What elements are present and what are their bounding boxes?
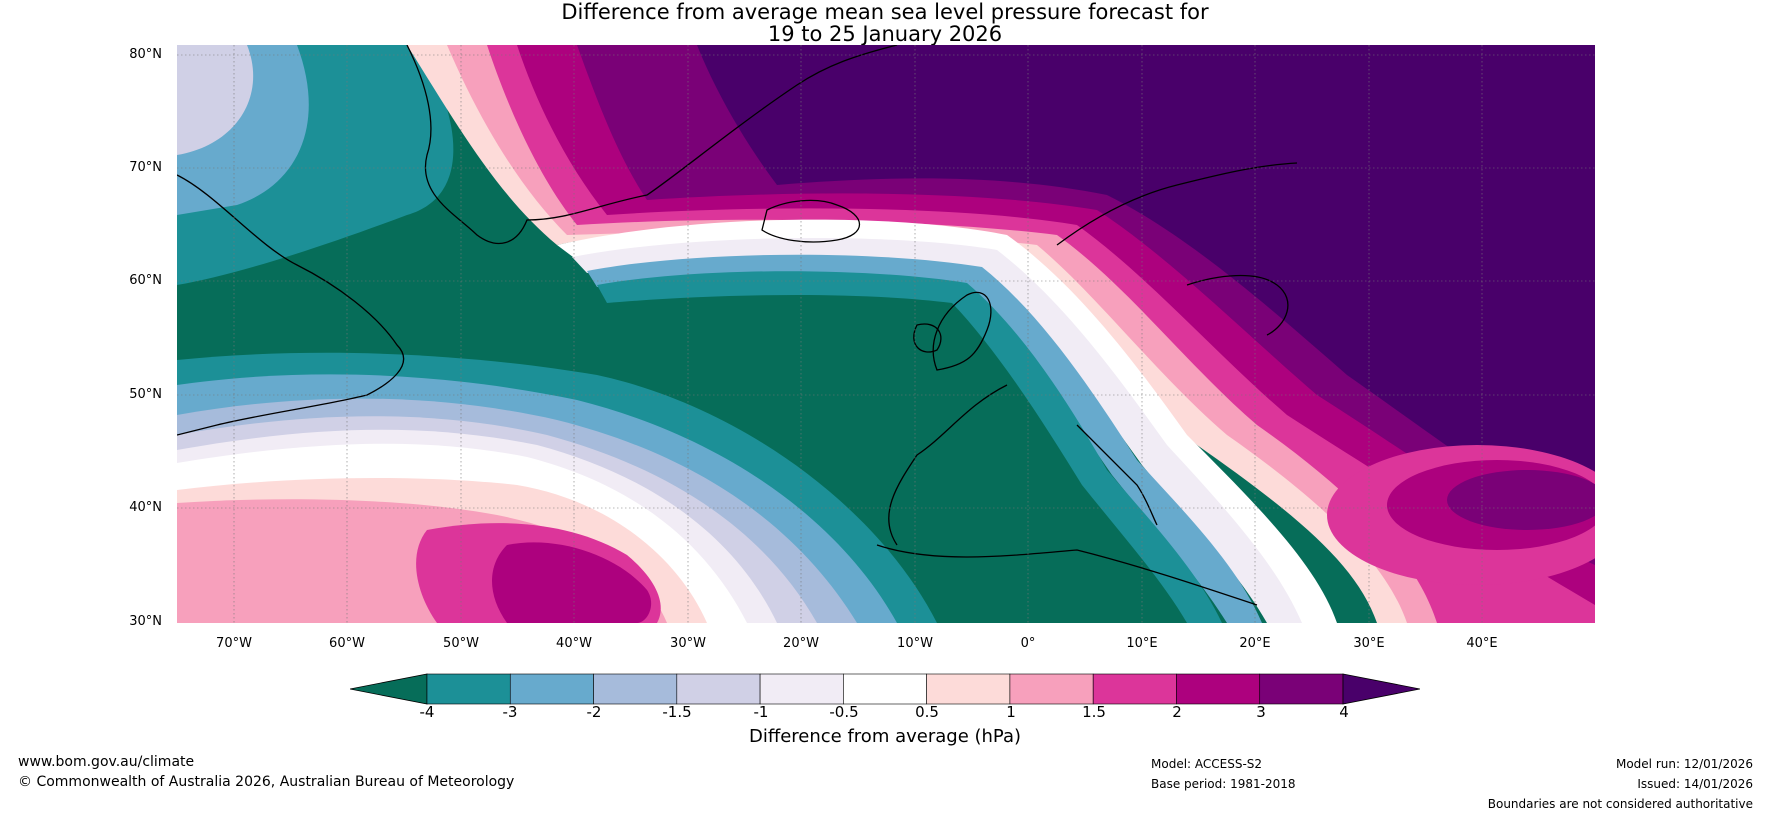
colorbar-extend-low [350, 673, 428, 705]
colorbar-extend-high [1342, 673, 1420, 705]
coastline-baltic [1186, 274, 1289, 336]
colorbar-segment [759, 673, 844, 705]
pressure-anomaly-map [177, 45, 1595, 623]
colorbar-tick: -3 [502, 703, 518, 721]
lon-label-70w: 70°W [216, 636, 252, 651]
anomaly-band-n05-ring [572, 238, 1302, 623]
lat-label-80n: 80°N [129, 47, 162, 62]
lon-label-40e: 40°E [1466, 636, 1498, 651]
copyright-text: © Commonwealth of Australia 2026, Austra… [18, 774, 515, 790]
colorbar-tick: -2 [586, 703, 602, 721]
colorbar-tick: -4 [419, 703, 435, 721]
model-run-date: Model run: 12/01/2026 [1615, 757, 1753, 771]
colorbar-segment [509, 673, 594, 705]
map-subtitle-dates: 19 to 25 January 2026 [767, 22, 1003, 46]
website-link[interactable]: www.bom.gov.au/climate [18, 754, 195, 770]
lon-label-0: 0° [1020, 636, 1036, 651]
colorbar-segment [426, 673, 511, 705]
colorbar-segment [926, 673, 1011, 705]
graticule [177, 45, 1595, 623]
map-title: Difference from average mean sea level p… [561, 0, 1209, 24]
coastline-iceland [761, 199, 861, 243]
boundaries-disclaimer: Boundaries are not considered authoritat… [1487, 797, 1753, 811]
coastline-uk [932, 291, 992, 371]
issued-date: Issued: 14/01/2026 [1637, 777, 1753, 791]
lat-label-60n: 60°N [129, 273, 162, 288]
anomaly-band-p2-south [492, 542, 652, 623]
model-name: Model: ACCESS-S2 [1151, 757, 1263, 771]
colorbar-tick: -0.5 [829, 703, 859, 721]
colorbar-tick: 2 [1172, 703, 1182, 721]
lon-label-50w: 50°W [443, 636, 479, 651]
anomaly-blob-aegean-peak [1447, 470, 1595, 530]
map-canvas [177, 45, 1595, 623]
lat-label-30n: 30°N [129, 614, 162, 629]
anomaly-band-p4 [697, 45, 1595, 535]
coastline-greenland [406, 45, 898, 244]
lon-label-10e: 10°E [1126, 636, 1158, 651]
colorbar-tick: -1 [753, 703, 769, 721]
lon-label-20w: 20°W [783, 636, 819, 651]
lon-label-40w: 40°W [556, 636, 592, 651]
coastline-ireland [913, 323, 942, 353]
coastline-labrador [177, 174, 405, 436]
coastline-north-africa [876, 544, 1258, 606]
lon-label-30e: 30°E [1353, 636, 1385, 651]
coastline-europe-west [888, 384, 1008, 546]
lon-label-20e: 20°E [1239, 636, 1271, 651]
colorbar-label: Difference from average (hPa) [748, 726, 1022, 747]
lon-label-30w: 30°W [670, 636, 706, 651]
lon-label-10w: 10°W [897, 636, 933, 651]
lat-label-40n: 40°N [129, 500, 162, 515]
colorbar-tick: 1 [1006, 703, 1016, 721]
colorbar-segment [1092, 673, 1177, 705]
colorbar-tick: 0.5 [915, 703, 939, 721]
colorbar-segment [593, 673, 678, 705]
colorbar [350, 673, 1420, 705]
colorbar-segment [676, 673, 761, 705]
coastline-italy [1076, 424, 1158, 526]
lat-label-70n: 70°N [129, 160, 162, 175]
coastline-norway [1056, 162, 1298, 246]
colorbar-segment [1259, 673, 1344, 705]
colorbar-tick: 1.5 [1082, 703, 1106, 721]
lat-label-50n: 50°N [129, 387, 162, 402]
anomaly-band-na-north [177, 45, 254, 155]
colorbar-segment [1009, 673, 1094, 705]
colorbar-tick: 3 [1256, 703, 1266, 721]
colorbar-segment [1176, 673, 1261, 705]
colorbar-segment [843, 673, 927, 705]
coastlines [177, 45, 1298, 606]
base-period: Base period: 1981-2018 [1151, 777, 1296, 791]
colorbar-tick: 4 [1339, 703, 1349, 721]
colorbar-tick: -1.5 [662, 703, 692, 721]
lon-label-60w: 60°W [329, 636, 365, 651]
